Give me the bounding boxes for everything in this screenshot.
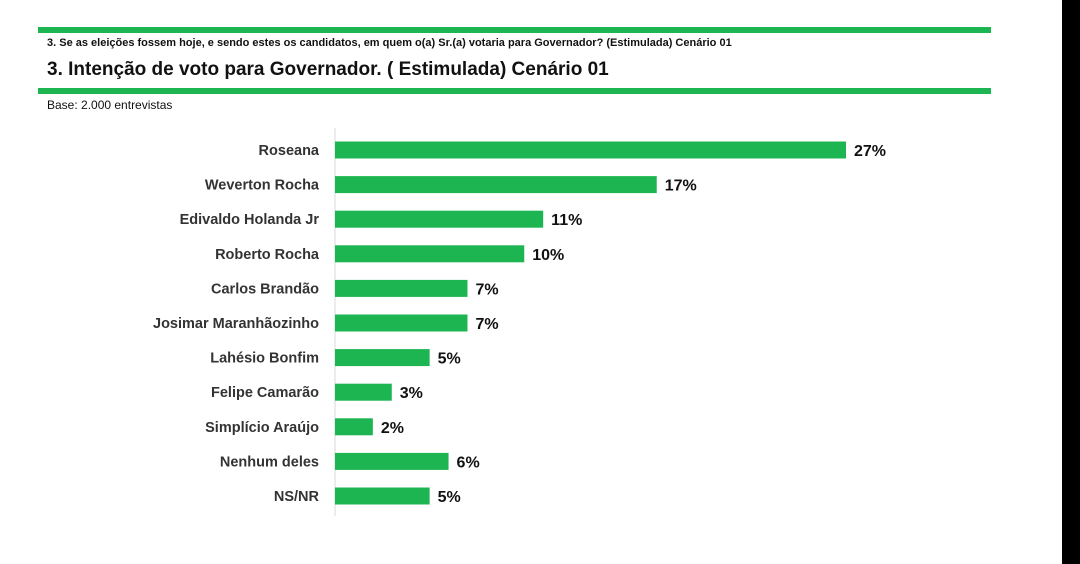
header-rule-top [38, 27, 991, 33]
bar [335, 418, 373, 436]
data-label: 5% [438, 351, 461, 368]
sample-base: Base: 2.000 entrevistas [47, 98, 173, 112]
category-label: Roberto Rocha [215, 247, 320, 263]
bar [335, 279, 468, 297]
bar [335, 383, 392, 401]
data-label: 5% [438, 489, 461, 506]
category-label: Lahésio Bonfim [210, 351, 319, 367]
bar [335, 141, 846, 159]
category-label: Carlos Brandão [211, 281, 319, 297]
data-label: 10% [532, 247, 564, 264]
data-label: 27% [854, 143, 886, 160]
bar [335, 210, 544, 228]
data-label: 6% [457, 454, 480, 471]
data-label: 7% [475, 281, 498, 298]
data-label: 11% [551, 212, 582, 229]
bar [335, 487, 430, 505]
category-label: Weverton Rocha [205, 178, 320, 194]
data-label: 17% [665, 178, 697, 195]
category-label: Edivaldo Holanda Jr [180, 212, 320, 228]
category-label: Roseana [259, 143, 320, 159]
category-label: Nenhum deles [220, 454, 319, 470]
bar-chart: Roseana 27% Weverton Rocha 17% Edivaldo Hola… [153, 128, 886, 516]
bar [335, 349, 430, 367]
header-rule-bottom [38, 88, 991, 94]
data-label: 2% [381, 420, 404, 437]
bar [335, 245, 525, 263]
screen-edge [1062, 0, 1080, 564]
question-text: 3. Se as eleições fossem hoje, e sendo e… [47, 37, 732, 49]
bar [335, 176, 657, 194]
bar [335, 314, 468, 332]
category-label: Josimar Maranhãozinho [153, 316, 319, 332]
data-label: 7% [475, 316, 498, 333]
page-title: 3. Intenção de voto para Governador. ( E… [47, 59, 609, 80]
data-label: 3% [400, 385, 423, 402]
bar [335, 452, 449, 470]
category-label: NS/NR [274, 489, 320, 505]
category-label: Felipe Camarão [211, 385, 319, 401]
category-label: Simplício Araújo [205, 420, 319, 436]
